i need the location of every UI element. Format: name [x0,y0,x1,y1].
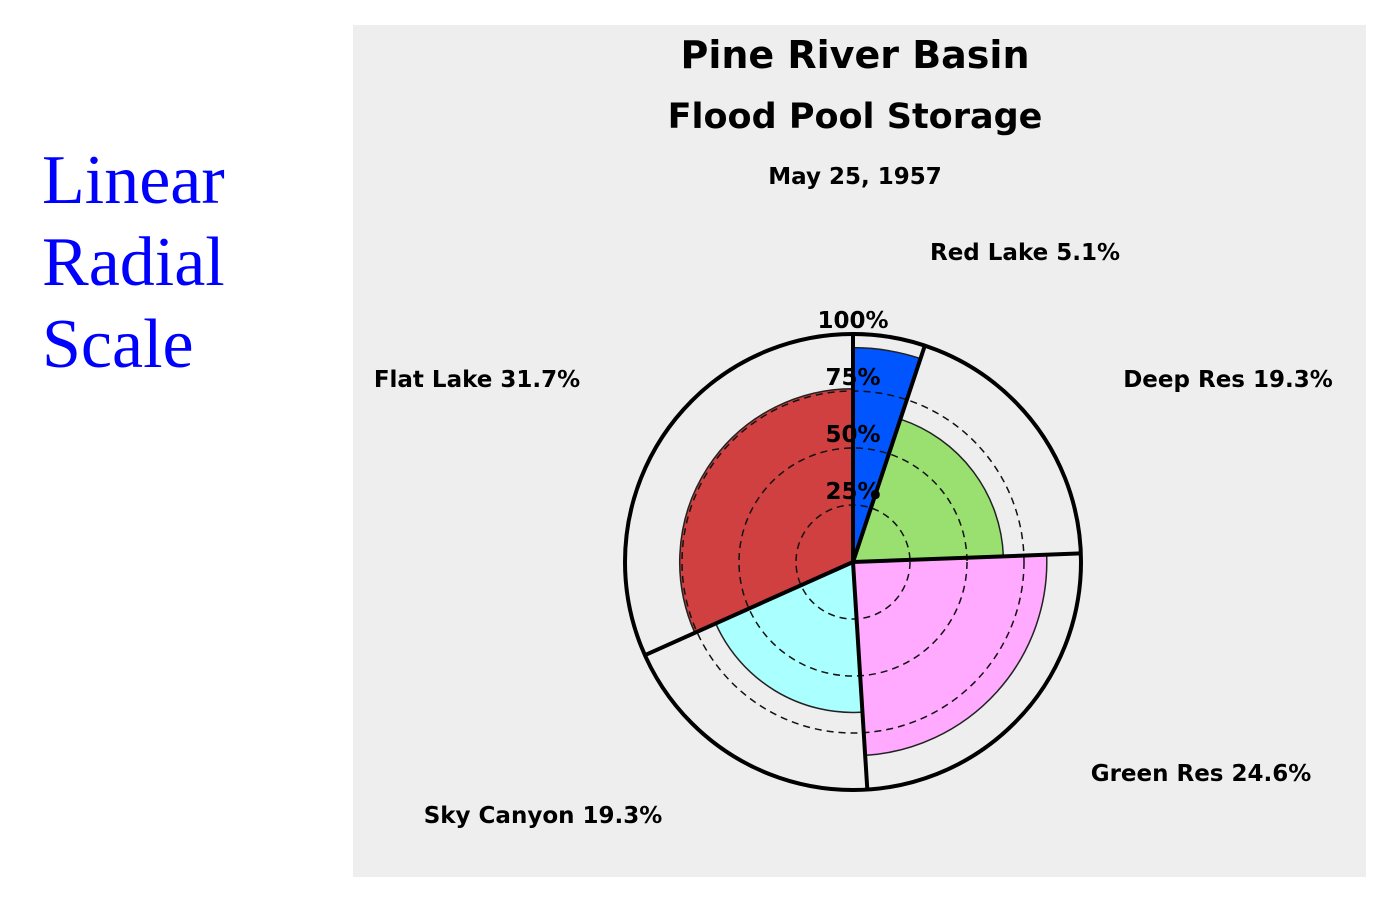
radial-tick-label: 50% [825,422,880,448]
slice-divider [851,344,927,563]
radial-tick-label: 25% [825,479,880,505]
slice-label: Red Lake 5.1% [930,240,1120,266]
slice-divider [644,560,854,657]
slice-label: Sky Canyon 19.3% [424,803,663,829]
slice-divider [852,551,1081,564]
side-title-line: Radial [42,224,225,301]
side-title-line: Scale [42,306,194,383]
grid-circle [738,447,968,677]
slice-sky-canyon [714,560,864,714]
side-title-line: Linear [42,142,225,219]
slice-green-res [852,553,1048,757]
side-title: Linear Radial Scale [42,140,225,386]
slice-label: Flat Lake 31.7% [374,367,580,393]
slice-divider [851,561,870,790]
slice-label: Deep Res 19.3% [1123,367,1333,393]
slice-label: Green Res 24.6% [1091,761,1312,787]
chart-title: Pine River Basin [680,33,1029,77]
chart-subtitle: Flood Pool Storage [668,97,1043,137]
radial-tick-label: 75% [825,365,880,391]
slice-flat-lake [678,387,854,634]
chart-date: May 25, 1957 [768,164,941,190]
radial-tick-label: 100% [817,308,888,334]
